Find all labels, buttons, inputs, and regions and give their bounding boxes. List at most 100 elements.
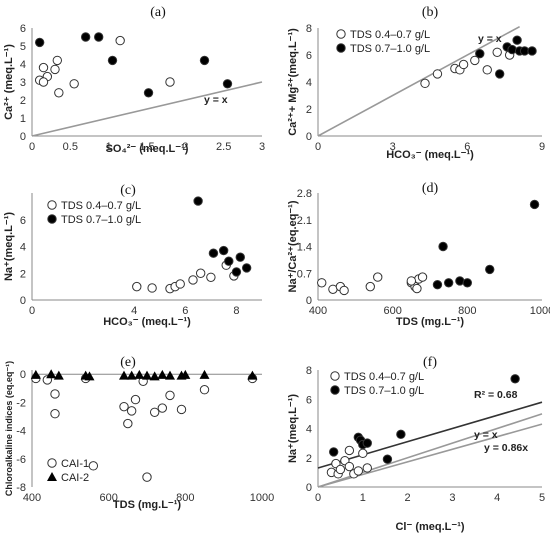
x-tick-label: 1000 [250,492,274,504]
data-point [80,32,91,42]
data-point [142,370,152,380]
data-point [165,77,175,87]
data-point [335,464,346,475]
x-tick-label: 0 [315,492,321,504]
data-point [231,267,242,277]
data-point [143,88,154,98]
panel-e: 400 600 800 1000 0 -2 -4 -6 -8 (e) TDS (mg.L⁻¹) Chl… [4,355,274,511]
legend-entry: TDS 0.4–0.7 g/L [350,29,430,41]
x-tick-label: 1000 [530,305,550,317]
panel-label: (d) [422,181,439,196]
panel-a: 0 0.5 1 1.5 2 2.5 3 0 1 2 3 4 5 6 (a) SO₄²⁻ (meq.L⁻¹) Ca… [3,5,265,155]
legend-entry: TDS 0.7–1.0 g/L [344,385,424,397]
x-axis-label: HCO₃⁻ (meq.L⁻¹) [103,316,191,328]
y-tick-label: 3 [20,77,26,89]
data-point [373,272,383,282]
panel-c: 0 4 6 8 0 2 4 6 (c) HCO₃⁻ (meq.L⁻¹) Na⁺(meq.L⁻¹) TD… [3,183,262,328]
data-point [50,389,60,399]
x-axis-label: TDS (mg.L⁻¹) [113,499,181,511]
y-tick-label: 4 [306,77,312,89]
data-point [344,445,355,456]
data-point [165,390,175,401]
data-point [529,199,540,210]
data-point [123,418,133,429]
data-point [382,454,393,464]
data-point [193,196,203,206]
y-tick-label: 5 [20,41,26,53]
x-axis-label: Cl⁻ (meq.L⁻¹) [395,521,464,533]
panel-b: 0 3 6 9 0 2 4 6 8 (b) HCO₃⁻ (meq.L⁻¹) Ca²⁺+ Mg²⁺(me… [287,5,545,161]
data-point [485,264,495,275]
data-point [195,268,206,278]
data-point [199,369,210,379]
y-tick-label: 0 [20,295,26,307]
y-tick-label: 2.1 [297,215,312,227]
legend-entry: CAI-1 [61,458,89,470]
data-point [494,69,505,79]
data-point [115,35,125,46]
x-tick-label: 8 [233,305,239,317]
y-tick-label: 0 [20,131,26,143]
data-point [339,285,349,296]
data-point [53,370,64,380]
x-tick-label: 6 [464,141,470,153]
data-point [344,461,355,472]
panel-label: (e) [120,355,136,370]
x-tick-label: 3 [259,141,265,153]
data-point [54,88,64,98]
x-tick-label: 600 [99,492,117,504]
data-point [475,48,485,59]
x-tick-label: 4 [494,492,500,504]
y-axis-label: Na⁺(meq.L⁻¹) [287,394,299,463]
data-point [235,252,245,262]
y-axis-label: Ca²⁺ (meq.L⁻¹) [3,44,15,120]
legend-entry: TDS 0.4–0.7 g/L [61,200,141,212]
data-point [46,369,57,379]
panel-label: (a) [150,5,166,20]
data-point [353,466,364,476]
data-point [38,77,49,87]
y-tick-label: -8 [16,482,26,494]
y-tick-label: 4 [20,242,26,254]
data-point [362,438,372,448]
panel-f: 0 1 2 3 4 5 0 2 4 6 8 (f) Cl⁻ (meq.L⁻¹) Na⁺(meq.L⁻¹) T… [287,355,545,533]
y-tick-label: -2 [16,397,26,409]
data-point [507,44,517,55]
line-annotation: y = 0.86x [484,442,528,454]
data-point [512,35,522,45]
data-point [458,59,469,70]
legend-entry: TDS 0.4–0.7 g/L [344,371,424,383]
y-tick-label: -6 [16,454,26,466]
data-point [417,272,428,282]
y-tick-label: 2 [306,453,312,465]
data-point [119,370,129,380]
line-annotation: y = x [204,94,228,106]
data-point [126,406,137,416]
data-point [527,46,537,56]
y-tick-label: 6 [20,215,26,227]
data-point [208,248,219,258]
x-tick-label: 600 [383,305,401,317]
y-axis-label: Na⁺(meq.L⁻¹) [3,212,15,281]
data-point [149,371,160,381]
data-point [396,429,406,440]
data-point [199,55,210,66]
reference-line [317,25,520,137]
x-tick-label: 2 [405,492,411,504]
data-point [462,278,473,288]
data-point [165,370,175,380]
data-point [142,472,152,482]
panel-label: (c) [120,183,136,198]
data-point [328,447,339,457]
data-point [241,263,252,273]
y-axis-label: Na⁺/Ca²⁺(eq.eq⁻¹) [287,200,299,292]
data-point [222,79,233,89]
data-point [149,407,160,417]
data-point [50,408,60,419]
data-point [107,55,118,66]
data-point [224,256,234,266]
x-tick-label: 0 [29,305,35,317]
x-tick-label: 3 [449,492,455,504]
y-tick-label: 0 [306,131,312,143]
